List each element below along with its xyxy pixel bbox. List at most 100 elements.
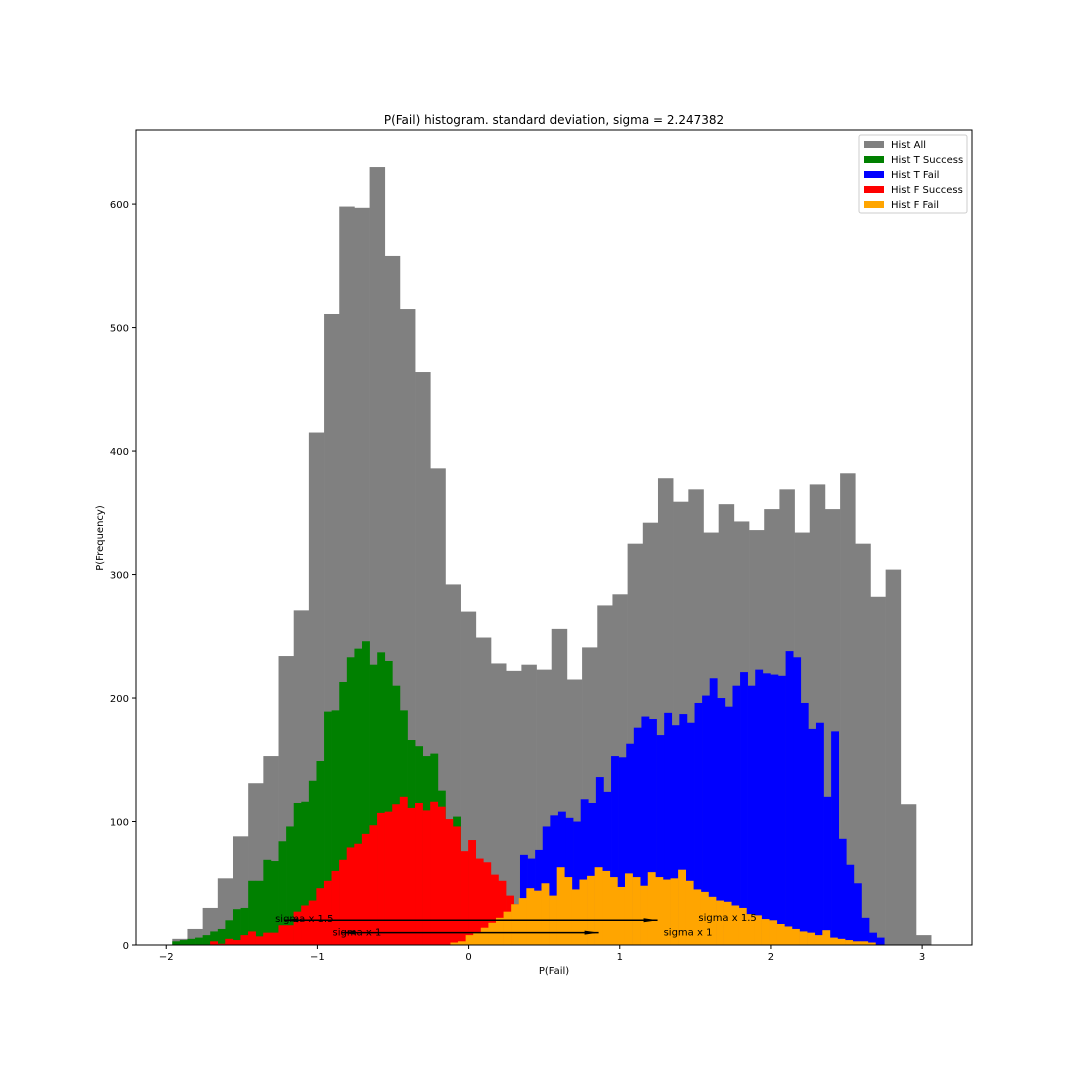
bar [869, 932, 877, 945]
bar [445, 819, 454, 945]
bar [308, 900, 317, 945]
bar [702, 695, 711, 945]
bar [647, 872, 656, 945]
bar [662, 879, 671, 945]
bar [392, 804, 401, 945]
bar [550, 815, 559, 945]
bar [587, 875, 595, 945]
bar [640, 885, 649, 945]
bar [362, 641, 370, 945]
bar [248, 931, 256, 945]
bar [301, 801, 310, 945]
bar [731, 905, 740, 945]
bar [837, 938, 846, 945]
x-axis-label: P(Fail) [539, 966, 569, 977]
arrow-head [341, 930, 356, 935]
bar [649, 719, 657, 945]
bar [840, 473, 856, 945]
bar [399, 796, 408, 945]
y-tick-label: 300 [110, 571, 129, 582]
bar [785, 651, 794, 945]
bar [465, 935, 474, 945]
bar [498, 880, 507, 945]
bar [407, 807, 416, 945]
bar [853, 883, 862, 945]
bar [195, 937, 203, 945]
bar [916, 935, 932, 945]
bar [594, 867, 603, 945]
series-hist-t-fail [519, 651, 885, 945]
legend-entry: Hist F Success [891, 185, 963, 196]
bar [210, 931, 219, 945]
bar [468, 840, 477, 945]
bar [511, 904, 520, 945]
bar [232, 909, 241, 945]
legend-swatch [864, 201, 884, 208]
bar [860, 941, 869, 945]
bar [316, 888, 325, 945]
bar [793, 657, 802, 945]
bar [556, 867, 565, 945]
series-hist-f-success [210, 796, 560, 945]
bar [541, 883, 550, 945]
legend-entry: Hist All [891, 140, 926, 151]
bar [187, 938, 196, 945]
bar [480, 927, 489, 945]
bar [784, 926, 793, 945]
bar [377, 812, 385, 945]
bar [791, 928, 800, 945]
y-tick-label: 100 [110, 818, 129, 829]
bar [671, 725, 680, 945]
bar [339, 859, 348, 945]
bar [588, 802, 597, 945]
bar [755, 669, 764, 945]
bar [286, 925, 294, 945]
bar [323, 880, 332, 945]
bar [595, 777, 604, 945]
arrow-head [643, 918, 658, 923]
bar [248, 880, 257, 945]
x-tick-label: 2 [768, 952, 774, 963]
bar [564, 877, 573, 945]
bar [738, 907, 747, 945]
bar [686, 722, 695, 945]
bar [240, 907, 249, 945]
bar [603, 791, 612, 945]
bar [354, 648, 363, 945]
bar [179, 940, 188, 945]
bar [611, 756, 619, 945]
bar [473, 932, 482, 945]
bar [761, 919, 770, 945]
bar [452, 826, 461, 945]
bar [270, 932, 279, 945]
bar [829, 937, 838, 945]
bar [232, 940, 241, 945]
bar [286, 826, 295, 945]
bar [458, 941, 466, 945]
bar [346, 847, 355, 945]
arrow-head [284, 918, 299, 923]
bar [800, 702, 809, 945]
bar [384, 811, 393, 945]
bar [255, 880, 264, 945]
bar [700, 891, 709, 945]
bar [217, 928, 226, 945]
bar [838, 838, 847, 945]
y-tick-label: 500 [110, 324, 129, 335]
bar [475, 858, 484, 945]
bar [293, 911, 302, 945]
bar [799, 931, 808, 945]
legend-swatch [864, 156, 884, 163]
bar [708, 896, 717, 945]
bar [488, 922, 497, 945]
bar [369, 825, 378, 945]
bar [495, 917, 504, 945]
bar [747, 685, 756, 945]
bar [846, 864, 855, 945]
bar [776, 924, 785, 945]
bar [331, 870, 340, 945]
x-tick-label: 3 [919, 952, 925, 963]
bar [670, 878, 679, 945]
